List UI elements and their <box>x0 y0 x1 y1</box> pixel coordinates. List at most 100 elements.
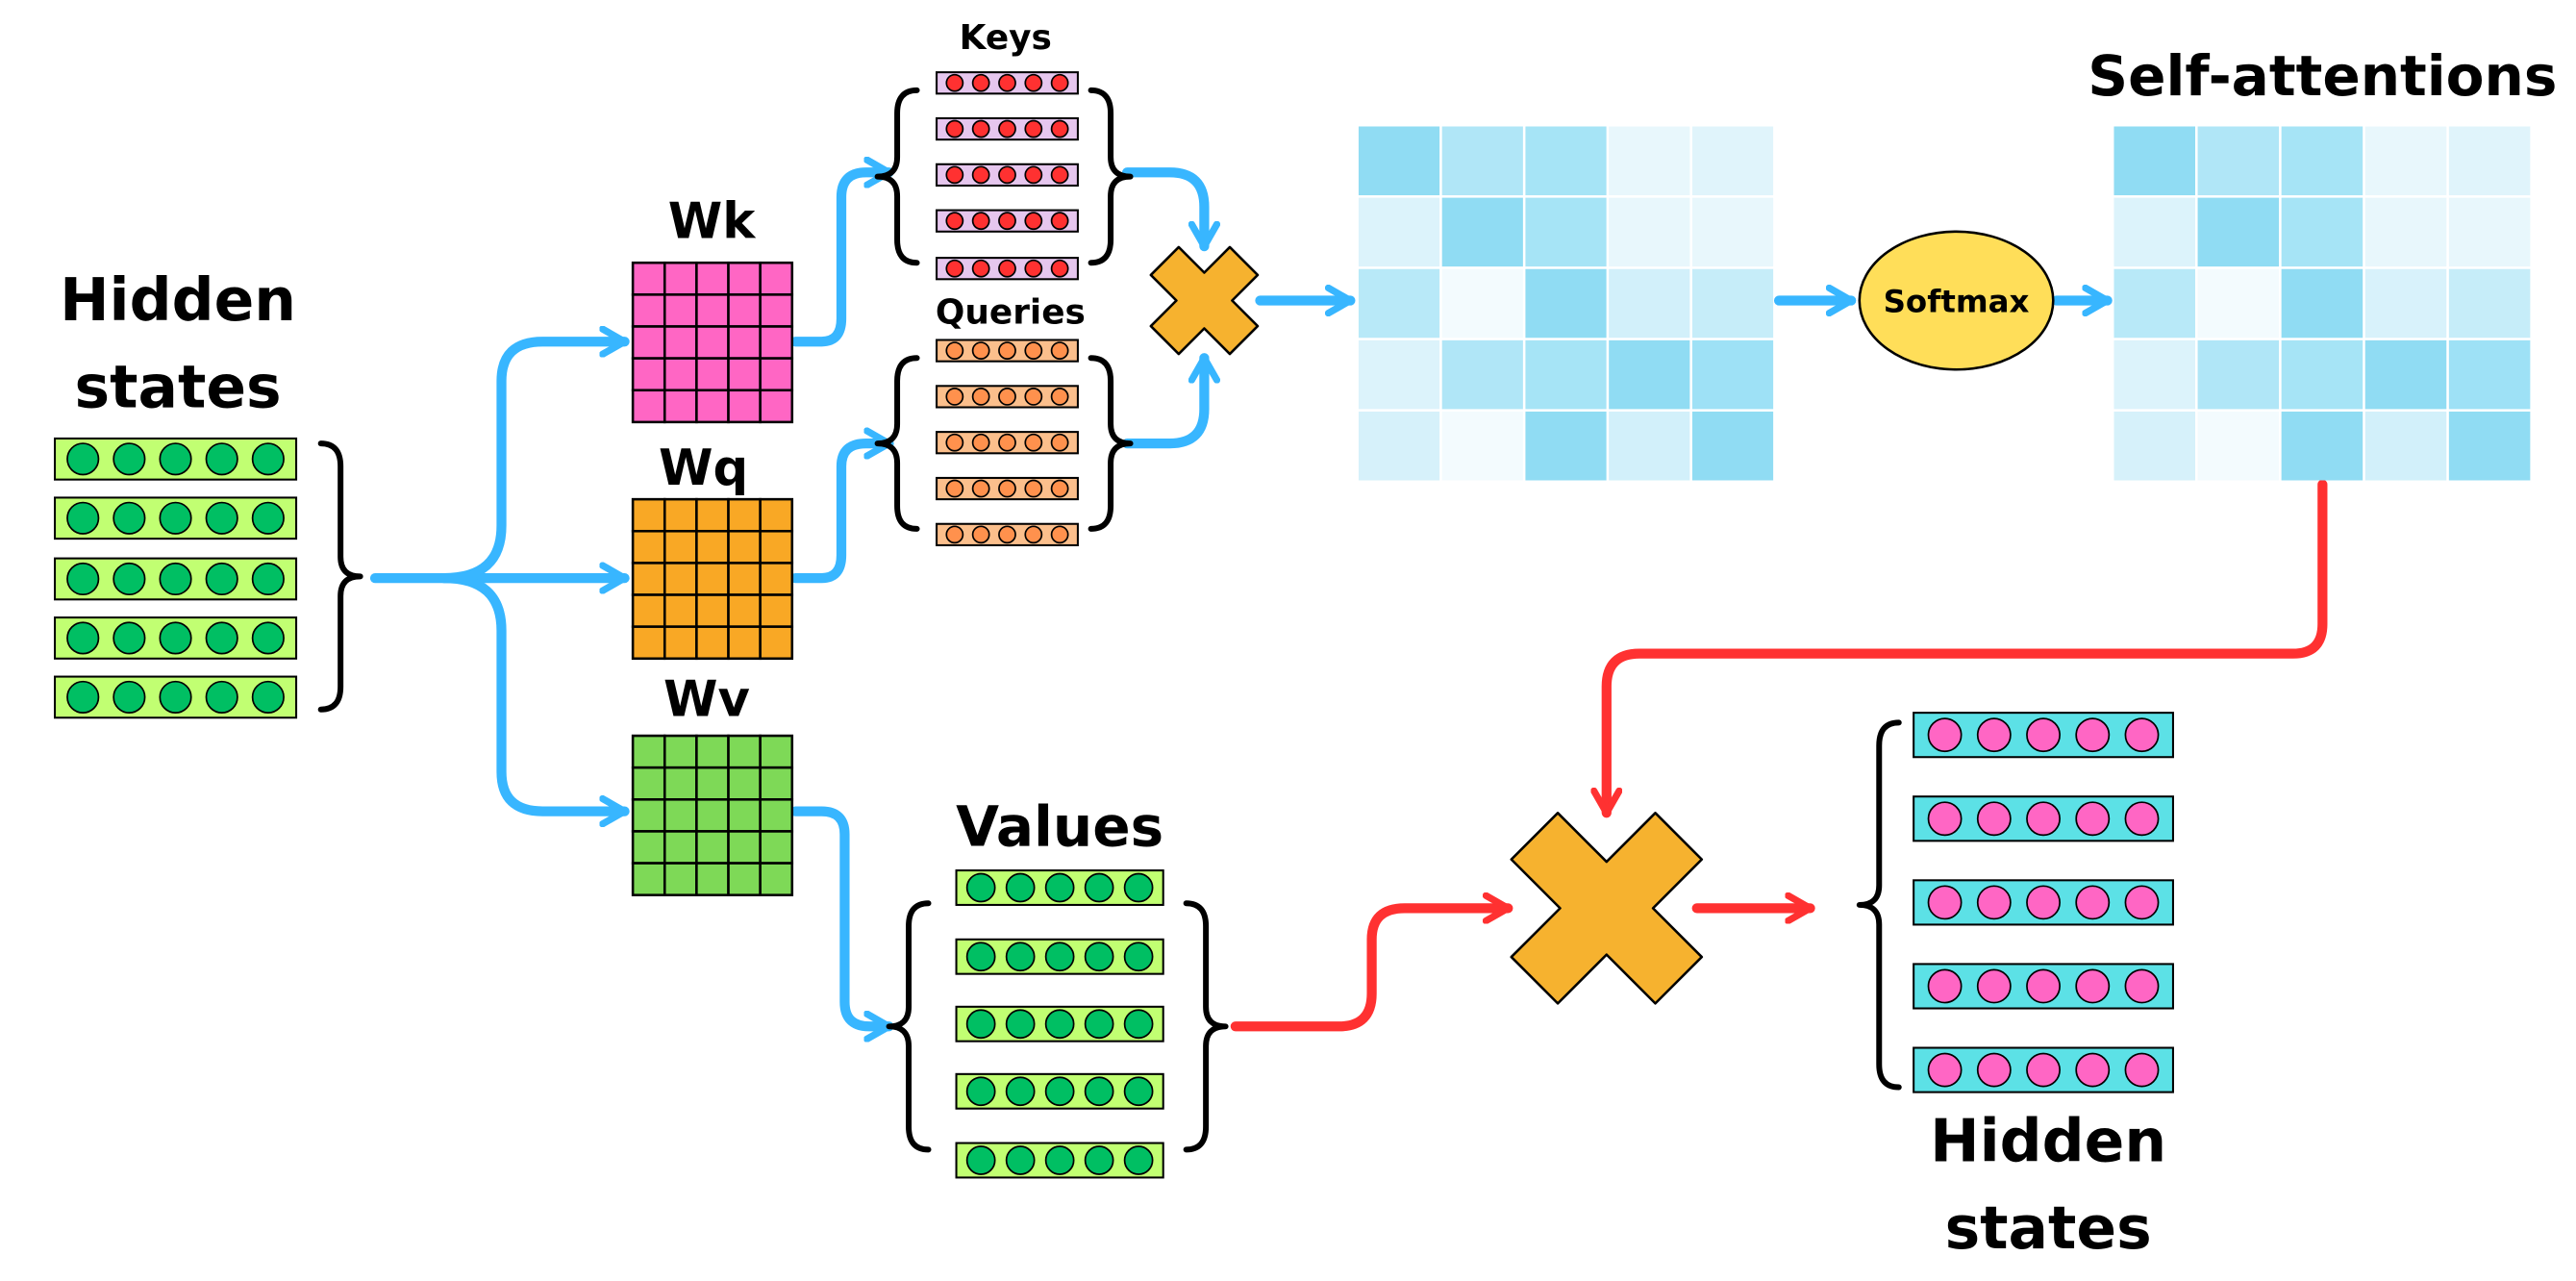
vector-element <box>1084 1009 1114 1040</box>
wv-matrix <box>631 734 794 896</box>
vector-element <box>1024 341 1043 360</box>
matrix-cell <box>631 830 666 865</box>
attention-cell <box>1441 197 1523 267</box>
keys-vector <box>936 163 1079 187</box>
matrix-cell <box>727 529 762 565</box>
attention-cell <box>1358 339 1440 410</box>
values-left-brace <box>886 900 932 1153</box>
softmax-node: Softmax <box>1858 230 2055 371</box>
matrix-cell <box>727 798 762 833</box>
hidden-states-output-vector <box>1913 963 2174 1010</box>
wv-label: Wv <box>663 671 750 729</box>
matrix-cell <box>695 734 730 769</box>
matrix-cell <box>695 830 730 865</box>
vector-element <box>1050 341 1069 360</box>
matrix-cell <box>631 734 666 769</box>
attention-cell <box>2364 268 2447 339</box>
vector-element <box>159 562 192 596</box>
attention-cell <box>1525 126 1607 196</box>
vector-element <box>1024 479 1043 498</box>
queries-right-brace <box>1088 355 1134 532</box>
attention-cell <box>2197 197 2280 267</box>
attention-cell <box>1609 268 1690 339</box>
vector-element <box>1050 212 1069 231</box>
vector-element <box>998 73 1016 92</box>
attention-cell <box>1609 411 1690 481</box>
attention-cell <box>2448 339 2531 410</box>
queries-left-brace <box>874 355 920 532</box>
matrix-cell <box>663 562 698 596</box>
matrix-cell <box>631 293 666 328</box>
input-to-wk-arrow <box>438 341 630 584</box>
softmax-label: Softmax <box>1884 283 2030 319</box>
vector-element <box>1005 942 1036 972</box>
vector-element <box>1024 388 1043 406</box>
matrix-cell <box>631 357 666 392</box>
vector-element <box>159 621 192 655</box>
vector-element <box>1927 885 1963 920</box>
values-to-multiply-arrow <box>1230 908 1513 1032</box>
vector-element <box>1123 872 1154 903</box>
matrix-cell <box>759 357 794 392</box>
matrix-cell <box>663 325 698 360</box>
attention-cell <box>2364 197 2447 267</box>
vector-element <box>971 212 990 231</box>
vector-element <box>2026 968 2061 1004</box>
matrix-cell <box>663 497 698 533</box>
attention-cell <box>1358 126 1440 196</box>
self-attentions-matrix <box>2113 126 2531 481</box>
attention-cell <box>2448 126 2531 196</box>
vector-element <box>945 479 964 498</box>
vector-element <box>965 1145 996 1175</box>
vector-element <box>1044 1145 1075 1175</box>
vector-element <box>251 621 285 655</box>
attention-cell <box>1609 126 1690 196</box>
matrix-cell <box>727 261 762 296</box>
matrix-cell <box>695 293 730 328</box>
matrix-cell <box>759 261 794 296</box>
wq-matrix <box>631 497 794 661</box>
vector-element <box>1024 212 1043 231</box>
attention-cell <box>1691 197 1774 267</box>
vector-element <box>1976 1052 2012 1088</box>
matrix-cell <box>663 766 698 801</box>
hidden-states-output-label-line2: states <box>1945 1194 2152 1263</box>
vector-element <box>971 525 990 544</box>
vector-element <box>1927 1052 1963 1088</box>
vector-element <box>159 442 192 476</box>
hidden-states-output-vector <box>1913 1046 2174 1093</box>
matrix-cell <box>695 562 730 596</box>
matrix-cell <box>759 293 794 328</box>
hidden-states-input <box>53 437 298 719</box>
vector-element <box>205 501 238 535</box>
values-vector <box>955 1072 1164 1110</box>
weights-to-multiply-arrow <box>1607 479 2328 818</box>
matrix-cell <box>663 830 698 865</box>
vector-element <box>965 1076 996 1107</box>
matrix-cell <box>695 766 730 801</box>
keys-left-brace <box>874 87 920 266</box>
vector-element <box>998 479 1016 498</box>
matrix-cell <box>727 830 762 865</box>
vector-element <box>998 119 1016 138</box>
vector-element <box>113 562 146 596</box>
vector-element <box>1084 942 1114 972</box>
matrix-cell <box>759 389 794 424</box>
attention-cell <box>2113 411 2195 481</box>
matrix-cell <box>695 625 730 661</box>
vector-element <box>1024 433 1043 452</box>
values-label: Values <box>956 793 1163 859</box>
vector-element <box>1927 801 1963 837</box>
matrix-cell <box>663 625 698 661</box>
attention-cell <box>2113 126 2195 196</box>
self-attentions-label: Self-attentions <box>2088 43 2557 109</box>
vector-element <box>1024 119 1043 138</box>
multiply-small-icon <box>1149 245 1260 356</box>
vector-element <box>1050 525 1069 544</box>
vector-element <box>2075 801 2111 837</box>
attention-cell <box>2281 411 2363 481</box>
vector-element <box>2075 1052 2111 1088</box>
attention-cell <box>1609 339 1690 410</box>
keys <box>936 71 1079 281</box>
matrix-cell <box>631 766 666 801</box>
